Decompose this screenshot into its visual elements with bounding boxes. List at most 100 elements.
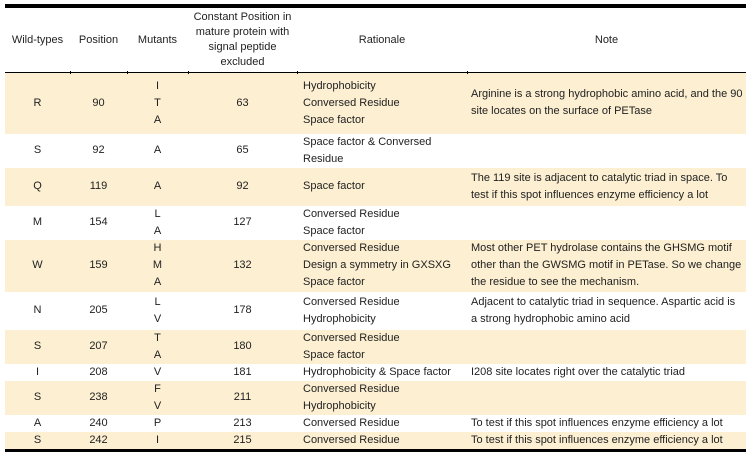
cell-constant-position: 92 xyxy=(236,180,249,192)
cell-constant-position: 211 xyxy=(233,391,252,403)
cell-position: 92 xyxy=(92,144,105,156)
table-row: S 207 T A 180 Conversed Residue Space factor xyxy=(5,329,746,364)
table-header: Wild-types Position Mutants Constant Pos… xyxy=(5,6,746,73)
mutant-value: A xyxy=(153,348,162,361)
rationale-line: Design a symmetry in GXSXG xyxy=(303,259,451,271)
cell-note: The 119 site is adjacent to catalytic tr… xyxy=(471,171,728,201)
cell-constant-position: 127 xyxy=(233,216,252,228)
cell-note xyxy=(467,134,746,168)
cell-note: I208 site locates right over the catalyt… xyxy=(471,365,685,378)
cell-position: 208 xyxy=(89,365,108,378)
mutant-value: V xyxy=(153,312,162,325)
cell-rationale: Conversed Residue xyxy=(297,432,467,451)
cell-wild-type: N xyxy=(33,304,42,316)
header-row: Wild-types Position Mutants Constant Pos… xyxy=(5,6,746,73)
rationale-line: Space factor xyxy=(303,224,365,237)
cell-wild-type: S xyxy=(33,144,42,156)
table-row: S 92 A 65 Space factor & Conversed Residue xyxy=(5,133,746,168)
table-row: N 205 L V 178 Conversed Residue Hydrophobicity… xyxy=(5,291,746,330)
table-body: R 90 I T A 63 Hydrophobicity Conversed Residue S… xyxy=(5,72,746,451)
rationale-line: Conversed Residue xyxy=(303,207,400,220)
cell-position: 119 xyxy=(89,180,108,192)
mutant-value: T xyxy=(154,331,161,344)
mutant-value: V xyxy=(153,365,162,378)
cell-mutants: A xyxy=(127,168,188,206)
cell-position: 159 xyxy=(89,259,108,271)
cell-position: 207 xyxy=(89,340,108,352)
cell-position: 240 xyxy=(89,416,108,429)
table-row: A 240 P 213 Conversed Residue To test if this… xyxy=(5,414,746,432)
mutant-value: A xyxy=(153,113,162,126)
table-row: M 154 L A 127 Conversed Residue Space factor xyxy=(5,205,746,240)
cell-rationale: Conversed Residue Hydrophobicity xyxy=(297,292,467,330)
rationale-line: Hydrophobicity & Space factor xyxy=(303,365,451,378)
rationale-line: Conversed Residue xyxy=(303,433,400,446)
cell-mutants: A xyxy=(127,134,188,168)
mutant-value: L xyxy=(154,295,161,308)
cell-constant-position: 181 xyxy=(233,365,252,378)
rationale-line: Conversed Residue xyxy=(303,331,400,344)
table-row: S 242 I 215 Conversed Residue To test if this… xyxy=(5,431,746,451)
column-header-mutants: Mutants xyxy=(127,6,189,73)
mutant-value: A xyxy=(153,224,162,237)
rationale-line: Space factor xyxy=(303,276,365,288)
rationale-line: Space factor xyxy=(303,113,365,126)
mutant-value: A xyxy=(153,276,162,288)
cell-note xyxy=(467,330,746,364)
cell-rationale: Hydrophobicity & Space factor xyxy=(297,364,467,381)
cell-rationale: Conversed Residue Hydrophobicity xyxy=(297,381,467,415)
mutant-value: H xyxy=(153,242,162,254)
mutant-value: T xyxy=(154,96,161,109)
cell-wild-type: S xyxy=(33,340,42,352)
cell-wild-type: Q xyxy=(33,180,42,192)
cell-position: 205 xyxy=(89,304,108,316)
rationale-line: Conversed Residue xyxy=(303,242,400,254)
mutant-value: A xyxy=(153,144,162,156)
cell-wild-type: W xyxy=(32,259,43,271)
mutant-value: I xyxy=(155,79,160,92)
rationale-line: Space factor & Conversed Residue xyxy=(303,135,432,165)
cell-constant-position: 213 xyxy=(233,416,252,429)
cell-wild-type: I xyxy=(35,365,40,378)
cell-constant-position: 215 xyxy=(233,433,252,446)
cell-wild-type: A xyxy=(33,416,42,429)
cell-position: 238 xyxy=(89,391,108,403)
rationale-line: Hydrophobicity xyxy=(303,312,376,325)
cell-note xyxy=(467,381,746,415)
cell-note xyxy=(467,206,746,240)
table-row: W 159 H M A 132 Conversed Residue Design a symm… xyxy=(5,239,746,292)
cell-rationale: Hydrophobicity Conversed Residue Space fac… xyxy=(297,73,467,134)
cell-note: Arginine is a strong hydrophobic amino a… xyxy=(471,88,743,118)
cell-constant-position: 65 xyxy=(236,144,249,156)
table-row: Q 119 A 92 Space factor The 119 site is adjac… xyxy=(5,167,746,206)
rationale-line: Conversed Residue xyxy=(303,382,400,395)
column-header-wild-types: Wild-types xyxy=(5,6,71,73)
table-row: I 208 V 181 Hydrophobicity & Space factor I20… xyxy=(5,363,746,381)
cell-wild-type: S xyxy=(33,391,42,403)
rationale-line: Conversed Residue xyxy=(303,416,400,429)
cell-note: To test if this spot influences enzyme e… xyxy=(471,416,723,429)
rationale-line: Conversed Residue xyxy=(303,96,400,109)
table-row: S 238 F V 211 Conversed Residue Hydrophobicity xyxy=(5,380,746,415)
cell-note: To test if this spot influences enzyme e… xyxy=(471,433,723,446)
column-header-constant-position: Constant Position in mature protein with… xyxy=(188,6,298,73)
cell-mutants: P xyxy=(127,415,188,432)
cell-constant-position: 132 xyxy=(233,259,252,271)
mutant-value: I xyxy=(155,433,160,446)
cell-rationale: Conversed Residue Space factor xyxy=(297,206,467,240)
mutant-value: L xyxy=(154,207,161,220)
cell-constant-position: 178 xyxy=(233,304,252,316)
cell-rationale: Conversed Residue Space factor xyxy=(297,330,467,364)
column-header-rationale: Rationale xyxy=(297,6,468,73)
cell-constant-position: 63 xyxy=(236,96,249,109)
rationale-line: Hydrophobicity xyxy=(303,79,376,92)
cell-mutants: V xyxy=(127,364,188,381)
cell-note: Most other PET hydrolase contains the GH… xyxy=(471,242,742,288)
mutant-value: F xyxy=(154,382,161,395)
